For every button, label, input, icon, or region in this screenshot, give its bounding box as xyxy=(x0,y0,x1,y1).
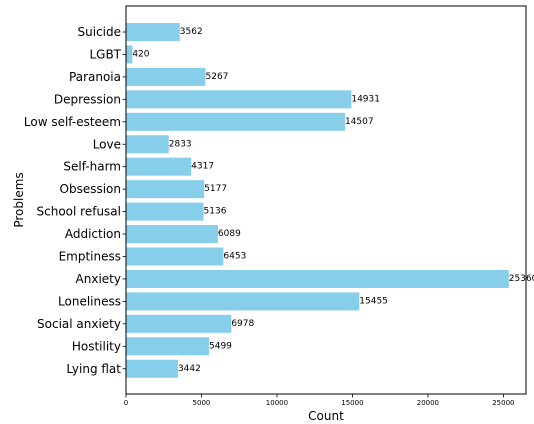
data-label-lying-flat: 3442 xyxy=(178,364,201,374)
x-tick-label-10000: 10000 xyxy=(266,399,288,407)
data-label-emptiness: 6453 xyxy=(223,252,246,262)
bar-obsession xyxy=(126,180,205,199)
bar-love xyxy=(126,135,169,154)
y-tick-label-social-anxiety: Social anxiety xyxy=(37,317,121,331)
bar-low-self-esteem xyxy=(126,112,345,131)
y-tick-label-low-self-esteem: Low self-esteem xyxy=(24,115,121,129)
plot-frame xyxy=(125,5,527,395)
data-label-anxiety: 25360 xyxy=(509,274,534,284)
data-label-addiction: 6089 xyxy=(218,229,241,239)
data-label-loneliness: 15455 xyxy=(359,296,388,306)
data-label-low-self-esteem: 14507 xyxy=(345,117,374,127)
data-label-self-harm: 4317 xyxy=(191,162,214,172)
data-label-school-refusal: 5136 xyxy=(204,207,227,217)
y-tick-label-emptiness: Emptiness xyxy=(59,250,121,264)
x-axis-label: Count xyxy=(308,409,344,423)
bar-suicide xyxy=(126,23,180,41)
bar-social-anxiety xyxy=(126,314,232,333)
bar-anxiety xyxy=(126,269,509,288)
y-tick-label-depression: Depression xyxy=(54,92,121,106)
bar-paranoia xyxy=(126,67,206,86)
y-tick-label-suicide: Suicide xyxy=(78,25,122,39)
x-tick-label-0: 0 xyxy=(124,399,128,407)
data-label-obsession: 5177 xyxy=(204,184,227,194)
y-tick-labels: Suicide LGBT Paranoia Depression Low self-es… xyxy=(24,25,122,376)
data-label-love: 2833 xyxy=(169,139,192,149)
bar-school-refusal xyxy=(126,202,204,221)
y-tick-label-anxiety: Anxiety xyxy=(76,272,121,286)
y-tick-label-school-refusal: School refusal xyxy=(37,205,121,219)
y-axis-label: Problems xyxy=(12,172,26,227)
y-tick-label-loneliness: Loneliness xyxy=(58,294,121,308)
data-label-hostility: 5499 xyxy=(209,341,232,351)
data-label-social-anxiety: 6978 xyxy=(231,319,254,329)
bar-lgbt xyxy=(126,45,133,64)
bar-self-harm xyxy=(126,157,192,176)
y-ticks xyxy=(122,31,126,370)
x-tick-label-5000: 5000 xyxy=(193,399,211,407)
y-tick-label-hostility: Hostility xyxy=(72,339,121,353)
y-tick-label-love: Love xyxy=(93,137,121,151)
bar-loneliness xyxy=(126,292,360,311)
y-tick-label-lgbt: LGBT xyxy=(89,47,121,61)
bar-lying-flat xyxy=(126,359,178,378)
data-label-depression: 14931 xyxy=(351,94,380,104)
y-tick-label-lying-flat: Lying flat xyxy=(66,362,121,376)
y-tick-label-self-harm: Self-harm xyxy=(63,160,121,174)
bars-group xyxy=(126,23,509,378)
x-ticks: 0 5000 10000 15000 20000 25000 xyxy=(124,394,514,407)
x-tick-label-20000: 20000 xyxy=(417,399,439,407)
y-tick-label-paranoia: Paranoia xyxy=(69,70,121,84)
y-tick-label-addiction: Addiction xyxy=(65,227,121,241)
data-label-paranoia: 5267 xyxy=(206,72,229,82)
data-label-lgbt: 420 xyxy=(132,49,149,59)
bar-hostility xyxy=(126,337,210,356)
bar-emptiness xyxy=(126,247,224,266)
bar-addiction xyxy=(126,225,218,244)
bar-depression xyxy=(126,90,352,109)
data-label-suicide: 3562 xyxy=(180,27,203,37)
x-tick-label-15000: 15000 xyxy=(341,399,363,407)
data-labels: 3562 420 5267 14931 14507 2833 4317 5177 5136 608… xyxy=(132,27,534,374)
y-tick-label-obsession: Obsession xyxy=(60,182,121,196)
x-tick-label-25000: 25000 xyxy=(492,399,514,407)
